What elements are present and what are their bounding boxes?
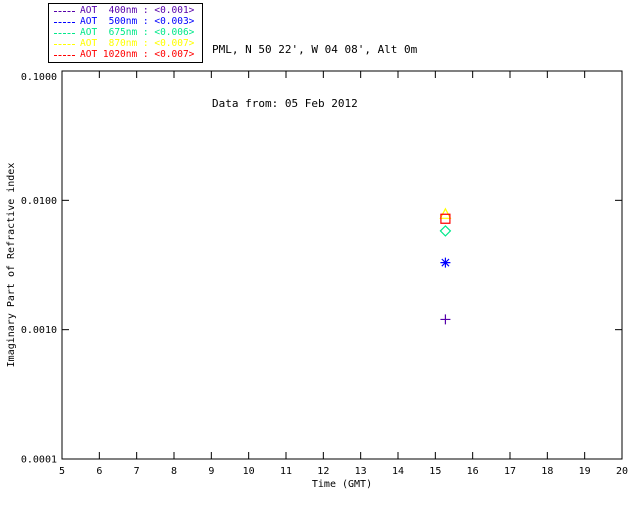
data-point	[440, 213, 451, 224]
legend-item-400nm: AOT 400nm : <0.001>	[54, 6, 197, 16]
x-tick-label: 11	[280, 466, 292, 477]
legend-item-label: AOT 1020nm : <0.007>	[80, 49, 195, 60]
x-tick-label: 15	[429, 466, 441, 477]
legend-dash-1020nm	[54, 54, 75, 56]
site-location-text: PML, N 50 22', W 04 08', Alt 0m	[212, 43, 418, 56]
y-axis-title: Imaginary Part of Refractive index	[6, 163, 17, 368]
plot-frame	[61, 70, 623, 460]
y-tick-label: 0.0100	[21, 196, 57, 207]
marker-aot-1020nm	[440, 213, 451, 224]
legend-item-675nm: AOT 675nm : <0.006>	[54, 28, 197, 38]
legend-dash-675nm	[54, 32, 75, 34]
y-tick-label: 0.0010	[21, 325, 57, 336]
x-axis-title: Time (GMT)	[312, 479, 372, 490]
legend-dash-870nm	[54, 43, 75, 45]
x-tick-label: 16	[467, 466, 479, 477]
x-tick-label: 7	[134, 466, 140, 477]
data-date-text: Data from: 05 Feb 2012	[212, 97, 358, 110]
x-tick-label: 8	[171, 466, 177, 477]
legend-dash-500nm	[54, 21, 75, 23]
x-tick-label: 5	[59, 466, 65, 477]
legend-item-label: AOT 400nm : <0.001>	[80, 5, 195, 16]
data-point	[440, 257, 451, 268]
header: PML, N 50 22', W 04 08', Alt 0m Data fro…	[212, 5, 417, 131]
x-tick-label: 17	[504, 466, 516, 477]
y-tick-label: 0.1000	[21, 72, 57, 83]
marker-aot-400nm	[440, 314, 451, 325]
marker-aot-500nm	[440, 257, 451, 268]
x-axis: 5 6 7 8 9 10 11 12 13 14 15 16 17 18 19 20	[59, 71, 628, 477]
legend-box: AOT 400nm : <0.001> AOT 500nm : <0.003> …	[48, 3, 203, 63]
legend-dash-400nm	[54, 10, 75, 12]
legend-item-500nm: AOT 500nm : <0.003>	[54, 17, 197, 27]
x-tick-label: 19	[579, 466, 591, 477]
x-tick-label: 20	[616, 466, 628, 477]
legend-item-870nm: AOT 870nm : <0.007>	[54, 39, 197, 49]
x-tick-label: 14	[392, 466, 404, 477]
y-tick-label: 0.0001	[21, 455, 57, 466]
legend-item-label: AOT 500nm : <0.003>	[80, 16, 195, 27]
data-point	[440, 314, 451, 325]
x-tick-label: 13	[355, 466, 367, 477]
x-tick-label: 9	[208, 466, 214, 477]
legend-item-1020nm: AOT 1020nm : <0.007>	[54, 50, 197, 60]
x-tick-label: 6	[96, 466, 102, 477]
legend-item-label: AOT 675nm : <0.006>	[80, 27, 195, 38]
marker-aot-675nm	[439, 225, 452, 237]
data-point	[439, 207, 452, 219]
data-point	[439, 225, 452, 237]
x-tick-label: 10	[243, 466, 255, 477]
legend-item-label: AOT 870nm : <0.007>	[80, 38, 195, 49]
y-axis: 0.1000 0.0100 0.0010 0.0001	[21, 70, 622, 466]
marker-aot-870nm	[439, 207, 452, 219]
x-tick-label: 12	[317, 466, 329, 477]
x-tick-label: 18	[541, 466, 553, 477]
